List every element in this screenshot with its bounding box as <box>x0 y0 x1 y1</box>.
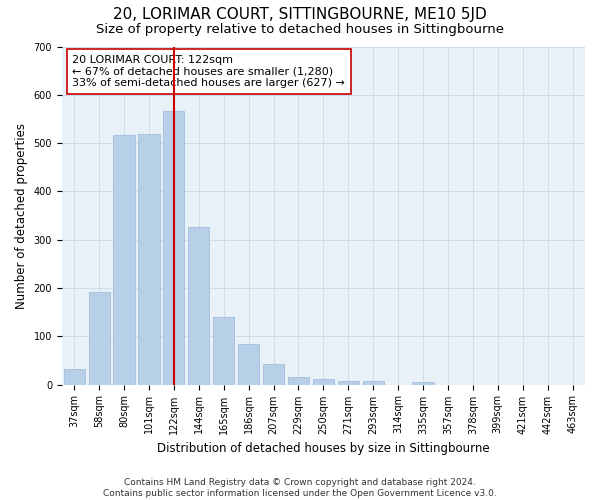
Bar <box>113 136 134 384</box>
Bar <box>338 380 359 384</box>
Bar <box>362 380 384 384</box>
Bar <box>139 134 160 384</box>
Bar <box>163 110 184 384</box>
Bar <box>238 344 259 384</box>
Bar <box>64 369 85 384</box>
Text: 20, LORIMAR COURT, SITTINGBOURNE, ME10 5JD: 20, LORIMAR COURT, SITTINGBOURNE, ME10 5… <box>113 8 487 22</box>
Bar <box>313 379 334 384</box>
Bar <box>288 378 309 384</box>
Bar <box>213 317 235 384</box>
Bar <box>263 364 284 384</box>
Y-axis label: Number of detached properties: Number of detached properties <box>15 122 28 308</box>
X-axis label: Distribution of detached houses by size in Sittingbourne: Distribution of detached houses by size … <box>157 442 490 455</box>
Text: 20 LORIMAR COURT: 122sqm
← 67% of detached houses are smaller (1,280)
33% of sem: 20 LORIMAR COURT: 122sqm ← 67% of detach… <box>72 55 345 88</box>
Text: Contains HM Land Registry data © Crown copyright and database right 2024.
Contai: Contains HM Land Registry data © Crown c… <box>103 478 497 498</box>
Bar <box>188 226 209 384</box>
Text: Size of property relative to detached houses in Sittingbourne: Size of property relative to detached ho… <box>96 22 504 36</box>
Bar <box>89 292 110 384</box>
Bar <box>412 382 434 384</box>
